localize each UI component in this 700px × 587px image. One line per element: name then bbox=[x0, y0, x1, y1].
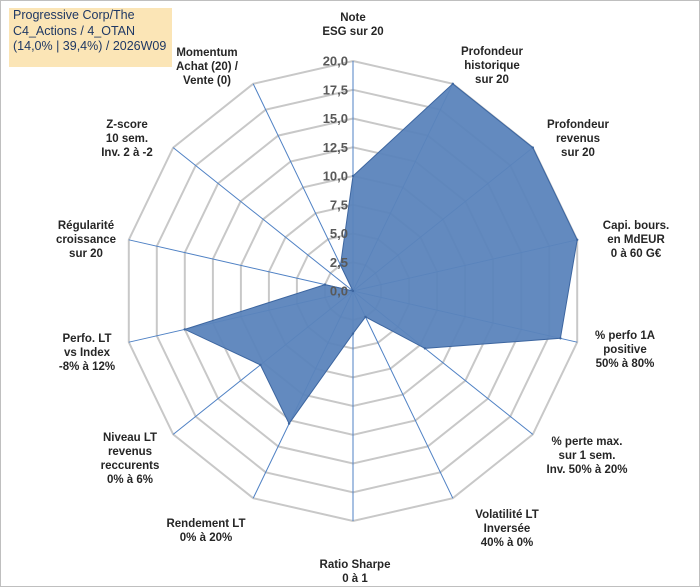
data-point-12 bbox=[351, 289, 355, 293]
axis-label: ESG sur 20 bbox=[322, 26, 383, 38]
axis-label: Ratio Sharpe bbox=[320, 559, 391, 571]
axis-label: sur 1 sem. bbox=[559, 450, 616, 462]
title-line-3: (14,0% | 39,4%) / 2026W09 bbox=[13, 39, 167, 53]
tick-label: 7,5 bbox=[330, 197, 348, 212]
axis-label: Capi. bours. bbox=[603, 220, 669, 232]
axis-label: Niveau LT bbox=[103, 432, 157, 444]
axis-label: Vente (0) bbox=[183, 75, 231, 87]
title-line-2: C4_Actions / 4_OTAN bbox=[13, 23, 136, 38]
axis-label: % perfo 1A bbox=[595, 330, 655, 342]
axis-label: Profondeur bbox=[461, 46, 523, 58]
data-point-8 bbox=[287, 422, 291, 425]
axis-label: Inv. 2 à -2 bbox=[101, 147, 153, 159]
axis-label: revenus bbox=[556, 133, 600, 145]
axis-label: positive bbox=[603, 344, 646, 356]
axis-label: 10 sem. bbox=[106, 133, 148, 145]
axis-label: 0 à 60 G€ bbox=[611, 248, 662, 260]
axis-label: reccurents bbox=[101, 460, 160, 472]
tick-label: 2,5 bbox=[330, 255, 348, 270]
axis-label: Achat (20) / bbox=[176, 61, 239, 73]
axis-spoke-13 bbox=[252, 83, 354, 292]
data-point-1 bbox=[451, 82, 454, 86]
axis-label: Régularité bbox=[58, 220, 114, 232]
tick-label: 15,0 bbox=[323, 111, 348, 126]
axis-label: historique bbox=[464, 60, 520, 72]
axis-label: Z-score bbox=[106, 119, 148, 131]
axis-label: 0% à 20% bbox=[180, 532, 232, 544]
data-point-4 bbox=[559, 337, 562, 340]
data-point-11 bbox=[323, 283, 327, 286]
axis-label: sur 20 bbox=[561, 147, 595, 159]
axis-label: 40% à 0% bbox=[481, 537, 533, 549]
data-point-2 bbox=[531, 146, 534, 149]
axis-label: 50% à 80% bbox=[596, 358, 655, 370]
axis-label: Inversée bbox=[484, 523, 531, 535]
axis-label: 0% à 6% bbox=[107, 474, 153, 486]
tick-label: 0,0 bbox=[330, 284, 348, 299]
axis-label: -8% à 12% bbox=[59, 361, 115, 373]
data-point-0 bbox=[351, 174, 355, 178]
tick-label: 20,0 bbox=[323, 54, 348, 69]
axis-label: en MdEUR bbox=[607, 234, 665, 246]
axis-label: Profondeur bbox=[547, 119, 609, 131]
axis-label: croissance bbox=[56, 234, 116, 246]
tick-label: 17,5 bbox=[323, 82, 348, 97]
series-area bbox=[183, 83, 578, 425]
axis-label: sur 20 bbox=[69, 248, 103, 260]
title-line-1: Progressive Corp/The bbox=[13, 8, 135, 22]
axis-spoke-6 bbox=[352, 290, 454, 499]
tick-label: 5,0 bbox=[330, 226, 348, 241]
data-point-13 bbox=[339, 263, 342, 267]
data-point-6 bbox=[364, 315, 367, 319]
axis-label: Perfo. LT bbox=[63, 333, 112, 345]
axis-label: sur 20 bbox=[475, 74, 509, 86]
axis-label: 0 à 1 bbox=[342, 573, 368, 585]
tick-label: 12,5 bbox=[323, 140, 348, 155]
axis-label: Note bbox=[340, 12, 366, 24]
data-point-3 bbox=[576, 238, 579, 241]
axis-label: revenus bbox=[108, 446, 152, 458]
axis-label: Volatilité LT bbox=[475, 509, 538, 521]
data-point-7 bbox=[351, 332, 355, 335]
axis-spoke-12 bbox=[172, 147, 354, 292]
axis-label: vs Index bbox=[64, 347, 111, 359]
tick-label: 10,0 bbox=[323, 169, 348, 184]
axis-label: Inv. 50% à 20% bbox=[547, 464, 628, 476]
axis-label: Momentum bbox=[176, 47, 237, 59]
data-point-9 bbox=[259, 363, 262, 367]
axis-spoke-11 bbox=[128, 239, 354, 292]
data-point-10 bbox=[183, 328, 186, 331]
axis-label: Rendement LT bbox=[166, 518, 245, 530]
axis-label: % perte max. bbox=[552, 436, 623, 448]
chart-title-box: Progressive Corp/The C4_Actions / 4_OTAN… bbox=[9, 8, 172, 67]
data-point-5 bbox=[423, 347, 427, 350]
